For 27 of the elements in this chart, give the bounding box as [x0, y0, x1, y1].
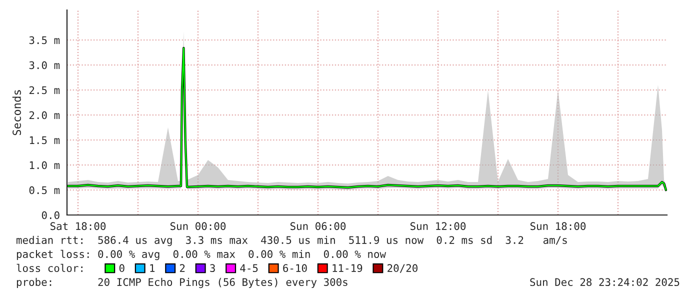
legend-label: 0: [119, 264, 124, 272]
legend-label: 1: [150, 264, 155, 272]
x-tick-label: Sun 18:00: [530, 222, 586, 230]
x-tick-label: Sun 00:00: [170, 222, 226, 230]
y-tick-label: 0.0: [42, 211, 60, 220]
legend-label: 3: [210, 264, 215, 272]
y-tick-label: 1.5 m: [30, 136, 60, 144]
y-axis-title: Seconds: [12, 90, 21, 136]
y-tick-label: 1.0 m: [30, 161, 60, 170]
x-tick-label: Sun 06:00: [290, 222, 346, 230]
y-tick-label: 3.0 m: [29, 61, 60, 70]
x-tick-label: Sun 12:00: [410, 222, 466, 230]
y-tick-label: 0.5 m: [29, 186, 60, 194]
legend-label: 4-5: [240, 264, 258, 272]
text: probe: 20 ICMP Echo Pings (56 Bytes) every 300s: [16, 278, 348, 288]
legend-label: 6-10: [283, 264, 307, 272]
text: packet loss: 0.00 % avg 0.00 % max 0.00 % min 0.00 % now: [16, 250, 386, 260]
text: Sun Dec 28 23:24:02 2025: [530, 278, 680, 286]
text: median rtt: 586.4 us avg 3.3 ms max 430.5 us min 511.9 us now 0.2 ms sd 3.2 am/s: [16, 236, 567, 246]
y-tick-label: 2.0 m: [29, 111, 60, 120]
legend-label: 2: [180, 264, 185, 272]
y-tick-label: 3.5 m: [29, 36, 60, 44]
y-tick-label: 2.5 m: [29, 86, 60, 94]
legend-label: 11-19: [332, 264, 362, 272]
legend-label: 20/20: [388, 264, 418, 273]
x-tick-label: Sat 18:00: [50, 222, 106, 230]
legend-title: loss color:: [16, 264, 82, 272]
